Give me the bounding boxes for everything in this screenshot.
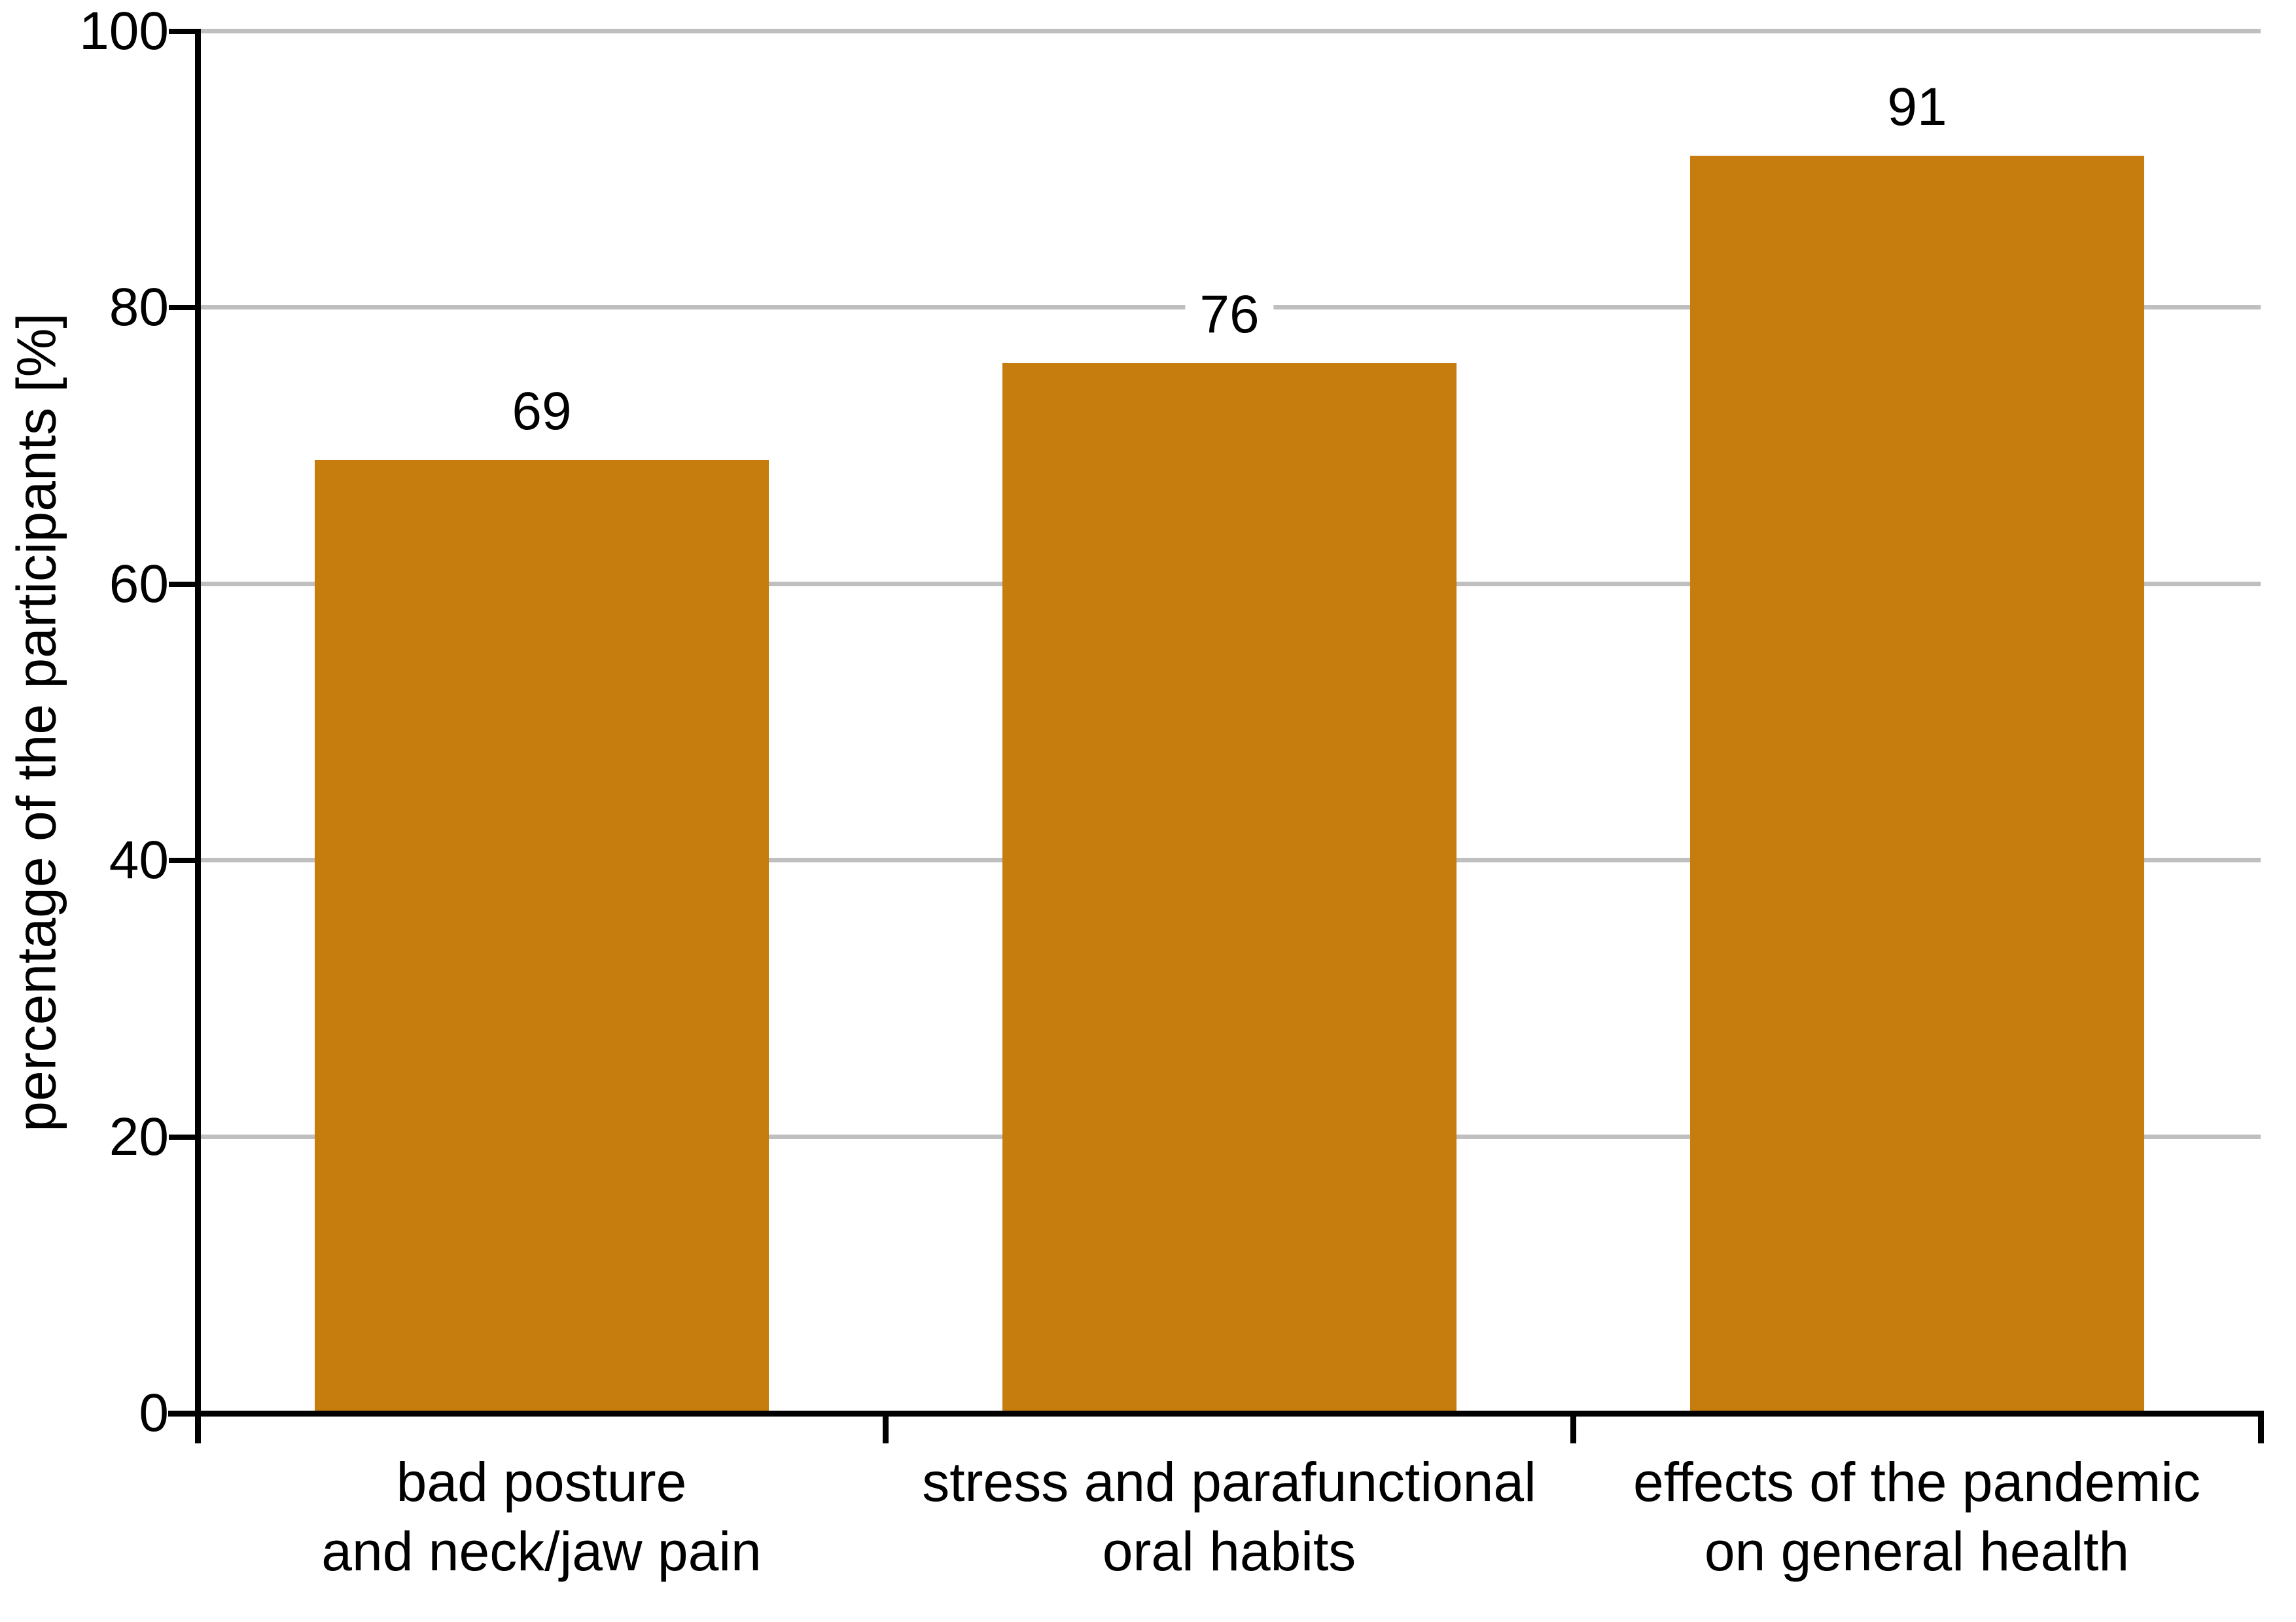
x-axis-line [168,1411,2264,1417]
x-tick-mark [883,1411,889,1443]
category-label: effects of the pandemic on general health [1633,1451,2200,1582]
bar-value-label: 91 [1873,77,1962,137]
y-tick-label: 100 [79,1,169,61]
y-tick-mark [169,1411,201,1416]
category-label: stress and parafunctional oral habits [922,1451,1536,1582]
category-label: bad posture and neck/jaw pain [321,1451,762,1582]
gridline [198,29,2261,33]
bar-value-label: 76 [1185,285,1274,345]
y-tick-mark [169,1134,201,1140]
y-tick-label: 20 [109,1106,169,1167]
plot-area: 69 76 91 [198,29,2261,1413]
y-tick-mark [169,858,201,864]
bar [1690,156,2144,1413]
x-tick-mark [2258,1411,2264,1443]
bar [315,460,769,1413]
y-tick-label: 0 [139,1383,169,1443]
y-axis-title: percentage of the participants [%] [5,313,67,1132]
x-tick-mark [195,1411,201,1443]
y-tick-label: 60 [109,554,169,614]
x-tick-mark [1570,1411,1576,1443]
bar [1002,363,1457,1413]
y-tick-mark [169,305,201,311]
y-tick-mark [169,581,201,587]
y-tick-label: 40 [109,830,169,890]
y-tick-label: 80 [109,277,169,338]
y-tick-mark [169,29,201,34]
bar-value-label: 69 [497,381,586,442]
y-axis-line [195,29,201,1443]
